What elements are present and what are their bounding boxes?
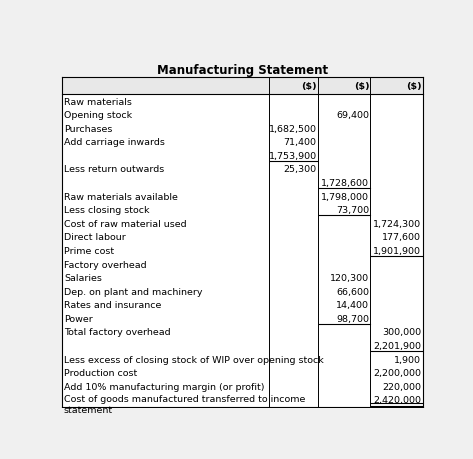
Text: Raw materials: Raw materials xyxy=(64,97,132,106)
Text: 120,300: 120,300 xyxy=(330,274,369,282)
Text: Add 10% manufacturing margin (or profit): Add 10% manufacturing margin (or profit) xyxy=(64,382,264,391)
Text: 2,201,900: 2,201,900 xyxy=(373,341,421,350)
Text: 1,901,900: 1,901,900 xyxy=(373,246,421,255)
Text: Cost of raw material used: Cost of raw material used xyxy=(64,219,186,228)
Text: 1,753,900: 1,753,900 xyxy=(269,151,317,161)
Text: Total factory overhead: Total factory overhead xyxy=(64,328,170,337)
Text: Purchases: Purchases xyxy=(64,124,112,134)
Text: Factory overhead: Factory overhead xyxy=(64,260,147,269)
Text: 25,300: 25,300 xyxy=(284,165,317,174)
Text: 300,000: 300,000 xyxy=(382,328,421,337)
Bar xyxy=(62,78,423,95)
Text: 1,900: 1,900 xyxy=(394,355,421,364)
Text: 69,400: 69,400 xyxy=(336,111,369,120)
Text: 220,000: 220,000 xyxy=(382,382,421,391)
Text: Prime cost: Prime cost xyxy=(64,246,114,255)
Text: Production cost: Production cost xyxy=(64,369,137,377)
Text: 177,600: 177,600 xyxy=(382,233,421,242)
Text: Raw materials available: Raw materials available xyxy=(64,192,178,201)
Text: 2,420,000: 2,420,000 xyxy=(373,396,421,404)
Text: 1,724,300: 1,724,300 xyxy=(373,219,421,228)
Text: 14,400: 14,400 xyxy=(336,301,369,309)
Text: 2,200,000: 2,200,000 xyxy=(373,369,421,377)
Text: Power: Power xyxy=(64,314,93,323)
Text: Less closing stock: Less closing stock xyxy=(64,206,149,215)
Text: ($): ($) xyxy=(406,82,421,91)
Text: 1,682,500: 1,682,500 xyxy=(269,124,317,134)
Text: 71,400: 71,400 xyxy=(284,138,317,147)
Text: Opening stock: Opening stock xyxy=(64,111,132,120)
Text: Less return outwards: Less return outwards xyxy=(64,165,164,174)
Text: Salaries: Salaries xyxy=(64,274,102,282)
Text: Direct labour: Direct labour xyxy=(64,233,126,242)
Text: 1,728,600: 1,728,600 xyxy=(321,179,369,188)
Text: 73,700: 73,700 xyxy=(336,206,369,215)
Text: Rates and insurance: Rates and insurance xyxy=(64,301,161,309)
Text: 98,700: 98,700 xyxy=(336,314,369,323)
Text: Manufacturing Statement: Manufacturing Statement xyxy=(157,64,328,77)
Text: 66,600: 66,600 xyxy=(336,287,369,296)
Text: 1,798,000: 1,798,000 xyxy=(321,192,369,201)
Text: ($): ($) xyxy=(301,82,317,91)
Text: ($): ($) xyxy=(354,82,369,91)
Text: Dep. on plant and machinery: Dep. on plant and machinery xyxy=(64,287,202,296)
Text: Cost of goods manufactured transferred to income
statement: Cost of goods manufactured transferred t… xyxy=(64,394,305,414)
Text: Less excess of closing stock of WIP over opening stock: Less excess of closing stock of WIP over… xyxy=(64,355,324,364)
Text: Add carriage inwards: Add carriage inwards xyxy=(64,138,165,147)
